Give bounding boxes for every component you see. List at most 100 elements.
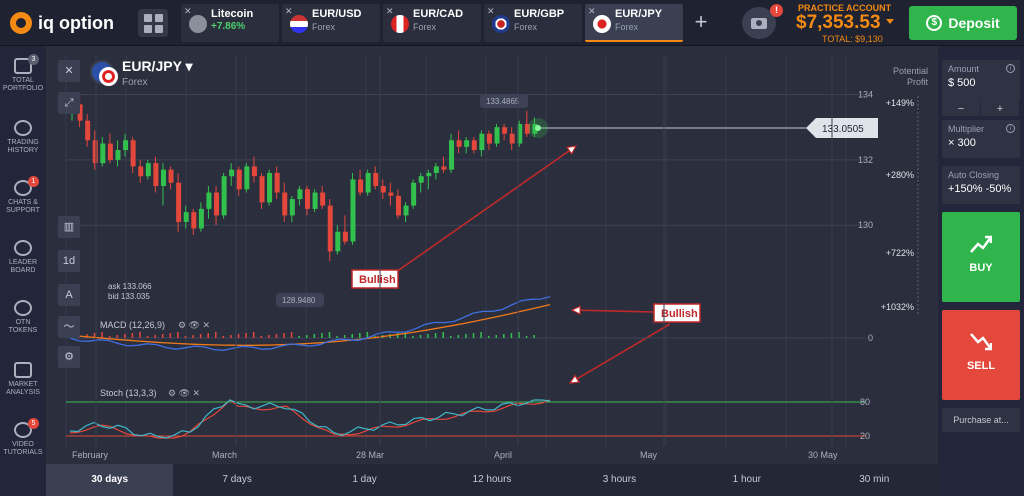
price-tick-label: 132 (858, 155, 873, 165)
account-type[interactable]: PRACTICE ACCOUNT (798, 3, 892, 13)
chevron-down-icon[interactable] (886, 19, 894, 24)
timeframe-7d[interactable]: 7 days (222, 474, 252, 485)
timeframe-1h[interactable]: 1 hour (732, 474, 761, 485)
macd-histogram-bar (427, 334, 429, 338)
sidebar-item-analysis[interactable]: MARKET ANALYSIS (0, 362, 46, 397)
canada-flag-icon (391, 15, 409, 33)
close-icon[interactable]: ✕ (386, 6, 394, 16)
macd-histogram-bar (412, 336, 414, 338)
timeframe-12h[interactable]: 12 hours (472, 474, 512, 485)
close-icon[interactable]: ✕ (588, 6, 596, 16)
sidebar-item-chats[interactable]: 1 CHATS & SUPPORT (0, 176, 46, 215)
chart-area[interactable]: 134 132 130 +149% +280% +722% +1032% 133.0505 13… (46, 46, 938, 464)
pair-selector[interactable]: EUR/JPY ▾ (122, 58, 193, 74)
profit-label: +149% (886, 98, 914, 108)
candle (130, 140, 136, 167)
close-icon[interactable]: ✕ (487, 6, 495, 16)
amount-value[interactable]: $ 500 (948, 77, 976, 89)
add-tab-button[interactable]: + (694, 9, 708, 34)
timeframe-30d[interactable]: 30 days (46, 464, 174, 496)
sidebar-label: SUPPORT (6, 207, 40, 214)
candle (77, 104, 83, 121)
timeframe-30m[interactable]: 30 min (859, 474, 890, 485)
deposit-button[interactable]: $ Deposit (909, 6, 1017, 40)
macd-histogram-bar (533, 335, 535, 338)
sidebar-item-tokens[interactable]: OTN TOKENS (0, 300, 46, 335)
annotation-arrow-head (568, 374, 580, 384)
tab-eurjpy[interactable]: ✕ EUR/JPY Forex (585, 4, 683, 42)
macd-axis-label: 0 (868, 333, 873, 343)
tab-eurusd[interactable]: ✕ EUR/USD Forex (282, 4, 380, 42)
timeframe-3h[interactable]: 3 hours (602, 474, 637, 485)
sidebar-item-history[interactable]: TRADING HISTORY (0, 120, 46, 155)
annotation-arrow-head (566, 145, 578, 155)
sidebar-item-leaderboard[interactable]: LEADER BOARD (0, 240, 46, 275)
candle (274, 172, 280, 193)
stoch-axis-label: 80 (860, 397, 870, 407)
video-icon (14, 422, 32, 438)
draw-tool-icon[interactable]: A (58, 284, 80, 306)
macd-histogram-bar (321, 333, 323, 338)
macd-histogram-bar (101, 332, 103, 338)
decrease-button[interactable]: − (942, 102, 980, 116)
settings-icon[interactable]: ⚙ (58, 346, 80, 368)
purchase-at-button[interactable]: Purchase at... (942, 408, 1020, 432)
candle (449, 140, 455, 170)
macd-histogram-bar (86, 334, 88, 338)
candle (373, 172, 379, 186)
info-icon[interactable]: i (1006, 64, 1015, 73)
sell-button[interactable]: SELL (942, 310, 1020, 400)
close-chart-icon[interactable]: ✕ (58, 60, 80, 82)
logo[interactable]: iq option (10, 10, 114, 36)
grid-menu-icon[interactable] (138, 9, 168, 37)
tab-litecoin[interactable]: ✕ Litecoin +7.86% (181, 4, 279, 42)
multiplier-field[interactable]: Multiplier × 300 i (942, 120, 1020, 158)
indicators-icon[interactable]: 〜 (58, 316, 80, 338)
candle (479, 133, 485, 151)
annotation-text: Bullish (661, 308, 698, 320)
indicator-settings-icons[interactable]: ⚙ 👁 ✕ (168, 388, 201, 398)
amount-field[interactable]: Amount $ 500 i (942, 60, 1020, 102)
increase-button[interactable]: + (981, 102, 1019, 116)
candle (464, 140, 470, 147)
autoclose-field[interactable]: Auto Closing +150% -50% (942, 166, 1020, 204)
autoclose-value[interactable]: +150% -50% (948, 183, 1012, 195)
sidebar-label: HISTORY (7, 147, 39, 154)
info-icon[interactable]: i (1006, 124, 1015, 133)
chart-type-icon[interactable]: ▥ (58, 216, 80, 238)
price-chart[interactable]: 134 132 130 +149% +280% +722% +1032% 133.0505 13… (46, 46, 938, 464)
timeframe-1d[interactable]: 1 day (352, 474, 377, 485)
candle (289, 199, 295, 216)
x-axis-label: 30 May (808, 450, 838, 460)
indicator-settings-icons[interactable]: ⚙ 👁 ✕ (178, 320, 211, 330)
candle (107, 143, 113, 160)
balance[interactable]: $7,353.53 (796, 12, 881, 33)
autoclose-label: Auto Closing (948, 170, 1000, 180)
low-label: 128.9480 (282, 296, 316, 305)
macd-histogram-bar (169, 333, 172, 338)
candle (441, 166, 447, 170)
history-icon (14, 120, 32, 136)
macd-label[interactable]: MACD (12,26,9) (100, 320, 166, 330)
macd-histogram-bar (343, 335, 346, 338)
x-axis-label: 28 Mar (356, 450, 384, 460)
macd-histogram-bar (245, 333, 247, 338)
tab-eurgbp[interactable]: ✕ EUR/GBP Forex (484, 4, 582, 42)
macd-histogram-bar (283, 333, 285, 338)
close-icon[interactable]: ✕ (184, 6, 192, 16)
high-label: 133.4865 (486, 97, 520, 106)
period-button[interactable]: 1d (58, 250, 80, 272)
sidebar-item-video[interactable]: 5 VIDEO TUTORIALS (0, 418, 46, 457)
candle (100, 143, 106, 164)
tab-eurcad[interactable]: ✕ EUR/CAD Forex (383, 4, 481, 42)
close-icon[interactable]: ✕ (285, 6, 293, 16)
buy-button[interactable]: BUY (942, 212, 1020, 302)
candle (168, 169, 174, 183)
multiplier-value[interactable]: × 300 (948, 137, 976, 149)
expand-icon[interactable]: ⤢ (58, 92, 80, 114)
macd-histogram-bar (116, 335, 118, 338)
briefcase-icon (14, 58, 32, 74)
stoch-label[interactable]: Stoch (13,3,3) (100, 388, 157, 398)
candle (206, 192, 212, 209)
sidebar-item-portfolio[interactable]: 3 TOTAL PORTFOLIO (0, 54, 46, 93)
